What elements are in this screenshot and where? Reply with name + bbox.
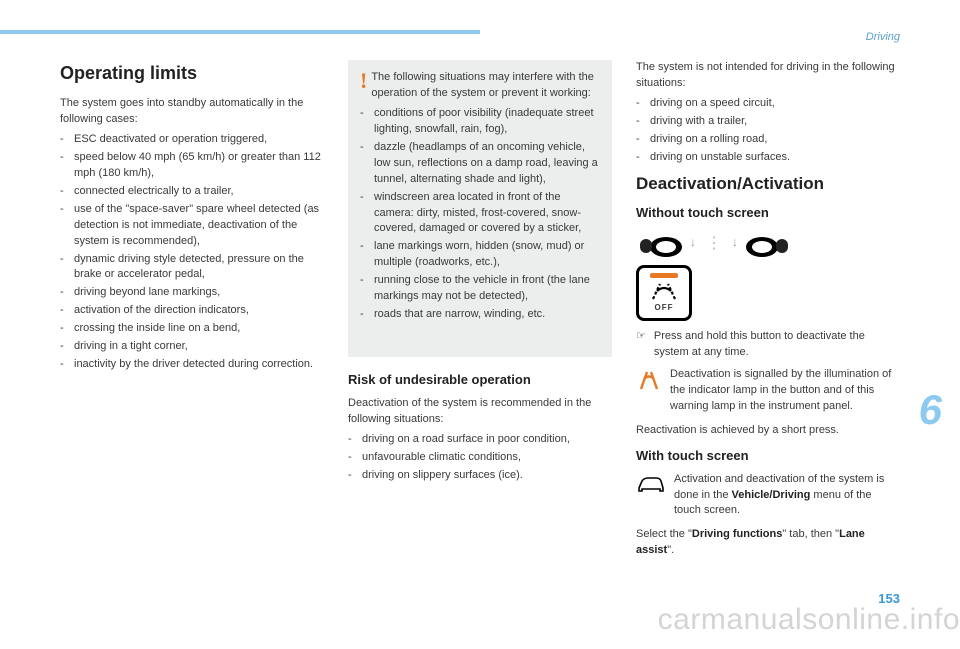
text-part: " tab, then " (782, 528, 839, 540)
indicator-lamp-icon (650, 273, 678, 278)
heading-with-touch: With touch screen (636, 447, 900, 466)
select-text: Select the "Driving functions" tab, then… (636, 527, 900, 559)
reactivation-text: Reactivation is achieved by a short pres… (636, 423, 900, 439)
text-bold: Vehicle/Driving (732, 489, 811, 501)
list-item: activation of the direction indicators, (60, 303, 324, 319)
lane-icon (649, 282, 679, 300)
risk-list: driving on a road surface in poor condit… (348, 432, 612, 484)
warning-list: conditions of poor visibility (inadequat… (360, 106, 600, 323)
list-item: ESC deactivated or operation triggered, (60, 132, 324, 148)
list-item: running close to the vehicle in front (t… (360, 273, 600, 305)
list-item: driving on slippery surfaces (ice). (348, 468, 612, 484)
press-text: Press and hold this button to deactivate… (654, 329, 900, 361)
steering-wheel-diagram: ↓ ⋮ ↓ (636, 229, 900, 257)
car-icon (636, 474, 666, 494)
list-item: driving with a trailer, (636, 114, 900, 130)
touch-text: Activation and deactivation of the syste… (674, 472, 900, 520)
col1-list: ESC deactivated or operation triggered, … (60, 132, 324, 373)
watermark: carmanualsonline.info (658, 598, 960, 642)
heading-risk: Risk of undesirable operation (348, 371, 612, 390)
list-item: driving on a rolling road, (636, 132, 900, 148)
column-2: ! The following situations may interfere… (348, 60, 612, 563)
pointer-icon: ☞ (636, 329, 646, 345)
lane-assist-off-button-icon: OFF (636, 265, 692, 321)
list-item: driving beyond lane markings, (60, 285, 324, 301)
list-item: dazzle (headlamps of an oncoming vehicle… (360, 140, 600, 188)
list-item: driving on a road surface in poor condit… (348, 432, 612, 448)
list-item: dynamic driving style detected, pressure… (60, 252, 324, 284)
divider-icon: ⋮ (706, 232, 722, 255)
column-1: Operating limits The system goes into st… (60, 60, 324, 563)
list-item: conditions of poor visibility (inadequat… (360, 106, 600, 138)
chapter-number: 6 (919, 380, 942, 441)
header-accent-bar (0, 30, 480, 34)
lane-warning-icon (636, 367, 662, 393)
steering-wheel-right-icon (744, 229, 792, 257)
text-part: Select the " (636, 528, 692, 540)
warning-intro: The following situations may interfere w… (371, 71, 594, 99)
list-item: speed below 40 mph (65 km/h) or greater … (60, 150, 324, 182)
list-item: crossing the inside line on a bend, (60, 321, 324, 337)
list-item: roads that are narrow, winding, etc. (360, 307, 600, 323)
heading-operating-limits: Operating limits (60, 60, 324, 86)
list-item: driving on unstable surfaces. (636, 150, 900, 166)
list-item: driving on a speed circuit, (636, 96, 900, 112)
col3-list: driving on a speed circuit, driving with… (636, 96, 900, 166)
arrow-down-icon: ↓ (690, 234, 696, 251)
arrow-down-icon: ↓ (732, 234, 738, 251)
touch-screen-row: Activation and deactivation of the syste… (636, 472, 900, 520)
text-bold: Driving functions (692, 528, 782, 540)
warning-icon: ! (360, 70, 367, 92)
list-item: connected electrically to a trailer, (60, 184, 324, 200)
notice-text: Deactivation is signalled by the illumin… (670, 367, 900, 415)
risk-intro: Deactivation of the system is recommende… (348, 396, 612, 428)
steering-wheel-left-icon (636, 229, 684, 257)
off-label: OFF (655, 302, 674, 314)
col1-intro: The system goes into standby automatical… (60, 96, 324, 128)
list-item: use of the "space-saver" spare wheel det… (60, 202, 324, 250)
list-item: inactivity by the driver detected during… (60, 357, 324, 373)
text-part: ". (667, 544, 674, 556)
list-item: windscreen area located in front of the … (360, 190, 600, 238)
list-item: unfavourable climatic conditions, (348, 450, 612, 466)
section-label: Driving (866, 30, 900, 46)
content-columns: Operating limits The system goes into st… (60, 60, 900, 563)
column-3: The system is not intended for driving i… (636, 60, 900, 563)
press-instruction-row: ☞ Press and hold this button to deactiva… (636, 329, 900, 361)
list-item: lane markings worn, hidden (snow, mud) o… (360, 239, 600, 271)
col3-intro: The system is not intended for driving i… (636, 60, 900, 92)
heading-without-touch: Without touch screen (636, 204, 900, 223)
deactivation-notice-row: Deactivation is signalled by the illumin… (636, 367, 900, 415)
warning-box: ! The following situations may interfere… (348, 60, 612, 357)
list-item: driving in a tight corner, (60, 339, 324, 355)
heading-deactivation: Deactivation/Activation (636, 172, 900, 197)
